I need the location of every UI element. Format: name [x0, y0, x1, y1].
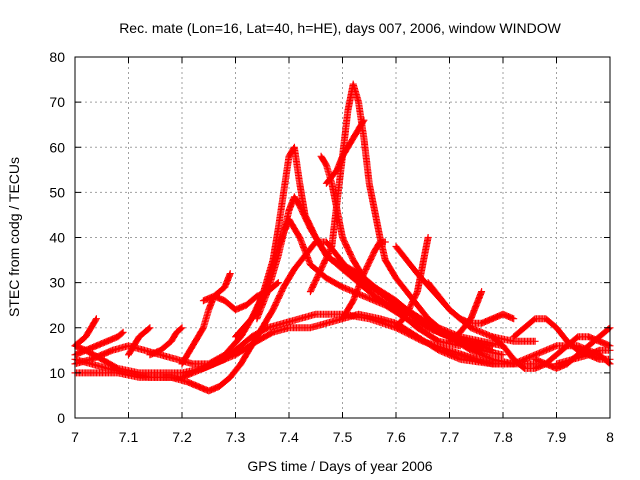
series-arc-13 [306, 80, 507, 350]
x-tick-label: 8 [606, 429, 614, 445]
plus-markers [146, 324, 186, 359]
series-arc-8 [146, 324, 186, 359]
x-tick-labels: 7 7.1 7.2 7.3 7.4 7.5 7.6 7.7 7.8 7.9 8 [71, 429, 614, 445]
chart-title: Rec. mate (Lon=16, Lat=40, h=HE), days 0… [119, 20, 561, 36]
axis-ticks [74, 56, 611, 419]
y-tick-label: 70 [49, 94, 65, 110]
series-arc-16 [339, 238, 389, 323]
plus-markers [339, 238, 389, 323]
x-tick-label: 7 [71, 429, 79, 445]
x-tick-label: 7.4 [279, 429, 299, 445]
x-tick-label: 7.8 [493, 429, 513, 445]
series-arc-15 [322, 116, 368, 187]
y-tick-label: 30 [49, 275, 65, 291]
y-tick-label: 50 [49, 184, 65, 200]
plus-markers [125, 324, 154, 359]
plus-markers [446, 288, 486, 345]
y-tick-label: 10 [49, 365, 65, 381]
plus-markers [456, 342, 614, 368]
y-tick-labels: 0 10 20 30 40 50 60 70 80 [49, 49, 65, 426]
x-tick-label: 7.1 [119, 429, 139, 445]
y-tick-label: 20 [49, 320, 65, 336]
y-tick-label: 80 [49, 49, 65, 65]
series-arc-20 [446, 288, 486, 345]
x-tick-label: 7.3 [226, 429, 246, 445]
y-tick-label: 0 [57, 410, 65, 426]
y-axis-label: STEC from codg / TECUs [6, 157, 22, 317]
plus-markers [392, 234, 432, 332]
x-tick-label: 7.7 [440, 429, 460, 445]
x-tick-label: 7.9 [547, 429, 567, 445]
series-arc-18 [392, 234, 432, 332]
series-arc-25 [456, 342, 614, 368]
x-tick-label: 7.6 [386, 429, 406, 445]
x-axis-label: GPS time / Days of year 2006 [247, 458, 432, 474]
plus-markers [306, 80, 507, 350]
plus-markers [424, 279, 518, 327]
x-tick-label: 7.5 [333, 429, 353, 445]
series-arc-19 [424, 279, 518, 327]
y-tick-label: 60 [49, 139, 65, 155]
x-tick-label: 7.2 [172, 429, 192, 445]
plus-markers [322, 116, 368, 187]
series-arc-7 [125, 324, 154, 359]
y-tick-label: 40 [49, 230, 65, 246]
